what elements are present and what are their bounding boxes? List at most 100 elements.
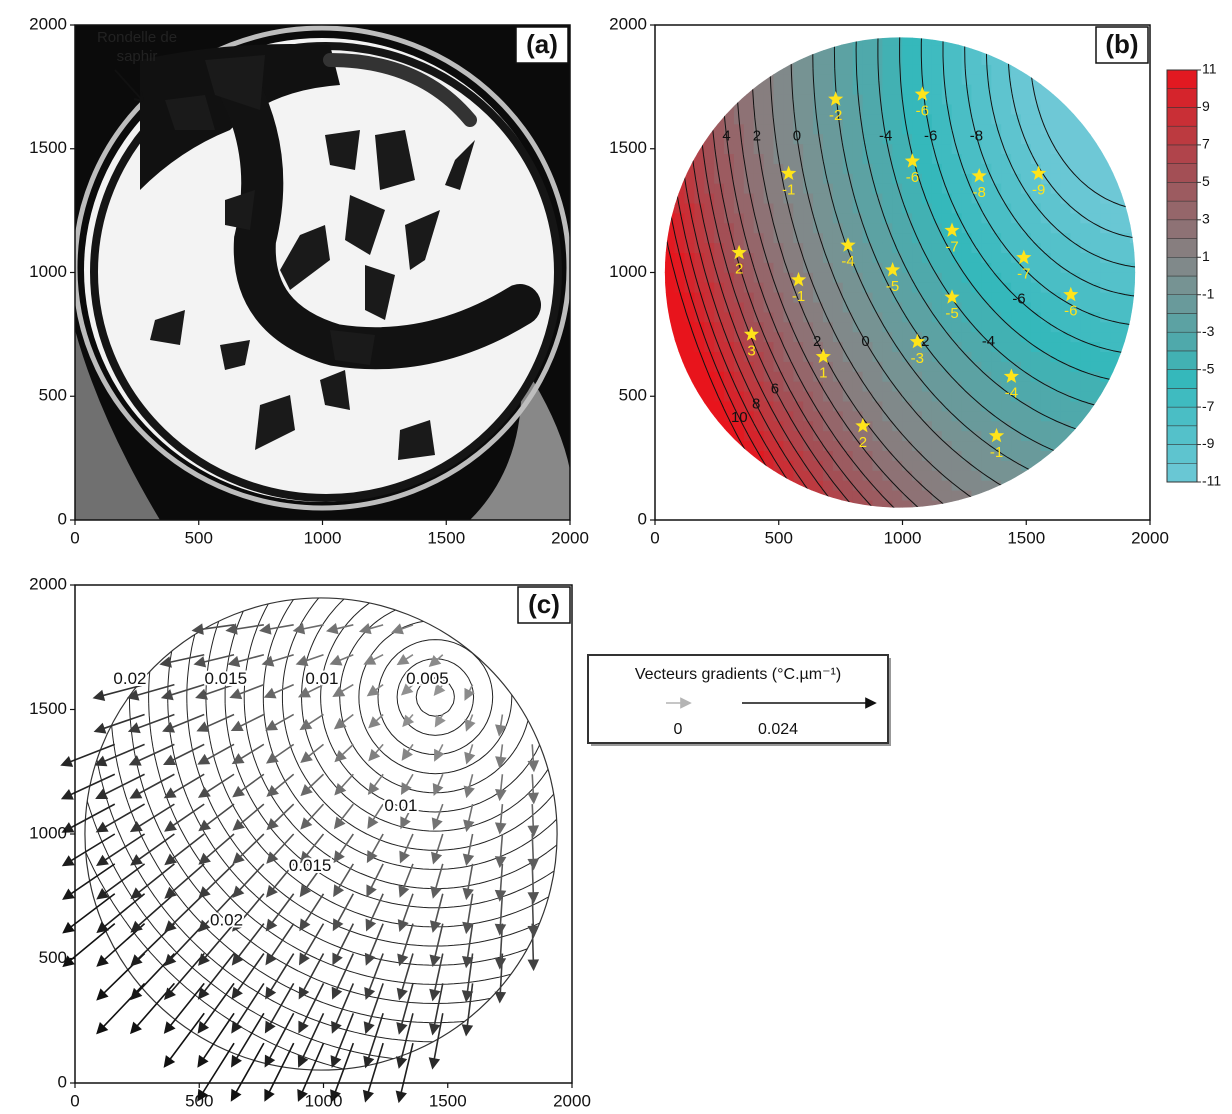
gradient-vector [398,863,414,898]
field-cell [852,173,864,184]
field-cell [1110,430,1121,442]
field-cell [1110,371,1121,382]
field-cell [842,351,854,362]
colorbar-label: -11 [1202,473,1221,489]
field-cell [852,351,864,362]
field-cell [951,163,963,174]
field-cell [694,341,705,352]
field-cell [1021,113,1032,125]
field-cell [1140,480,1151,491]
field-cell [733,232,745,244]
field-cell [694,94,705,105]
field-cell [1140,173,1151,184]
field-cell [803,400,814,412]
x-tick-label: 1500 [429,1091,467,1109]
field-cell [783,44,794,55]
field-cell [813,222,824,234]
field-cell [813,262,824,273]
legend-title: Vecteurs gradients (°C.µm⁻¹) [635,666,841,683]
field-cell [1100,301,1111,313]
field-cell [743,440,755,451]
field-cell [753,74,765,85]
field-cell [753,64,765,75]
field-cell [1120,103,1131,115]
field-cell [823,460,834,471]
field-cell [724,311,735,323]
field-cell [1090,381,1101,392]
gradient-vector [129,803,175,833]
field-cell [1011,37,1022,46]
field-cell [714,193,725,204]
field-cell [1021,143,1032,154]
field-cell [931,400,943,412]
field-cell [971,341,982,352]
field-cell [743,262,755,273]
field-cell [694,84,705,95]
field-cell [872,123,883,135]
field-cell [951,331,963,343]
field-cell [902,212,913,224]
field-cell [664,123,666,135]
field-cell [912,470,923,481]
field-cell [941,262,953,273]
field-cell [1110,74,1121,85]
field-cell [882,25,893,36]
field-cell [674,54,685,65]
field-cell [1140,193,1151,204]
field-cell [1100,103,1111,115]
field-cell [704,460,715,471]
field-cell [1090,490,1101,501]
gradient-vector [527,744,540,773]
field-cell [951,361,963,372]
field-cell [1060,450,1072,461]
field-cell [832,400,844,412]
colorbar-label: -7 [1202,398,1215,414]
field-cell [1060,341,1072,352]
field-cell [694,212,705,224]
gradient-vector [295,653,324,667]
field-cell [961,420,973,432]
gradient-vector [61,803,116,833]
field-cell [882,74,893,85]
field-cell [832,212,844,224]
field-cell [872,301,883,313]
field-cell [981,371,992,382]
field-cell [902,272,913,283]
field-cell [842,410,854,422]
field-cell [803,143,814,154]
field-cell [1120,430,1131,442]
field-cell [753,54,765,65]
field-cell [664,341,666,352]
field-cell [1120,113,1131,125]
field-cell [1110,440,1121,451]
field-cell [912,74,923,85]
field-cell [664,94,676,105]
field-cell [684,113,695,125]
field-cell [1080,103,1091,115]
field-cell [971,381,982,392]
field-cell [664,143,666,154]
field-cell [1050,490,1062,501]
field-cell [793,222,804,234]
field-cell [724,341,735,352]
field-cell [664,351,676,362]
field-cell [1001,153,1012,164]
field-cell [664,361,676,372]
field-cell [1120,202,1131,214]
field-cell [704,361,715,372]
field-cell [1011,262,1022,273]
field-cell [991,450,1002,461]
field-cell [892,381,903,392]
field-cell [743,351,755,362]
field-cell [852,143,864,154]
gradient-vector [431,833,444,865]
field-cell [852,480,864,491]
field-cell [1021,460,1032,471]
field-cell [714,163,725,174]
field-cell [793,341,804,352]
field-cell [961,54,973,65]
gradient-vector [494,863,507,902]
field-cell [882,44,893,55]
field-cell [733,54,745,65]
gradient-vector [527,833,540,871]
